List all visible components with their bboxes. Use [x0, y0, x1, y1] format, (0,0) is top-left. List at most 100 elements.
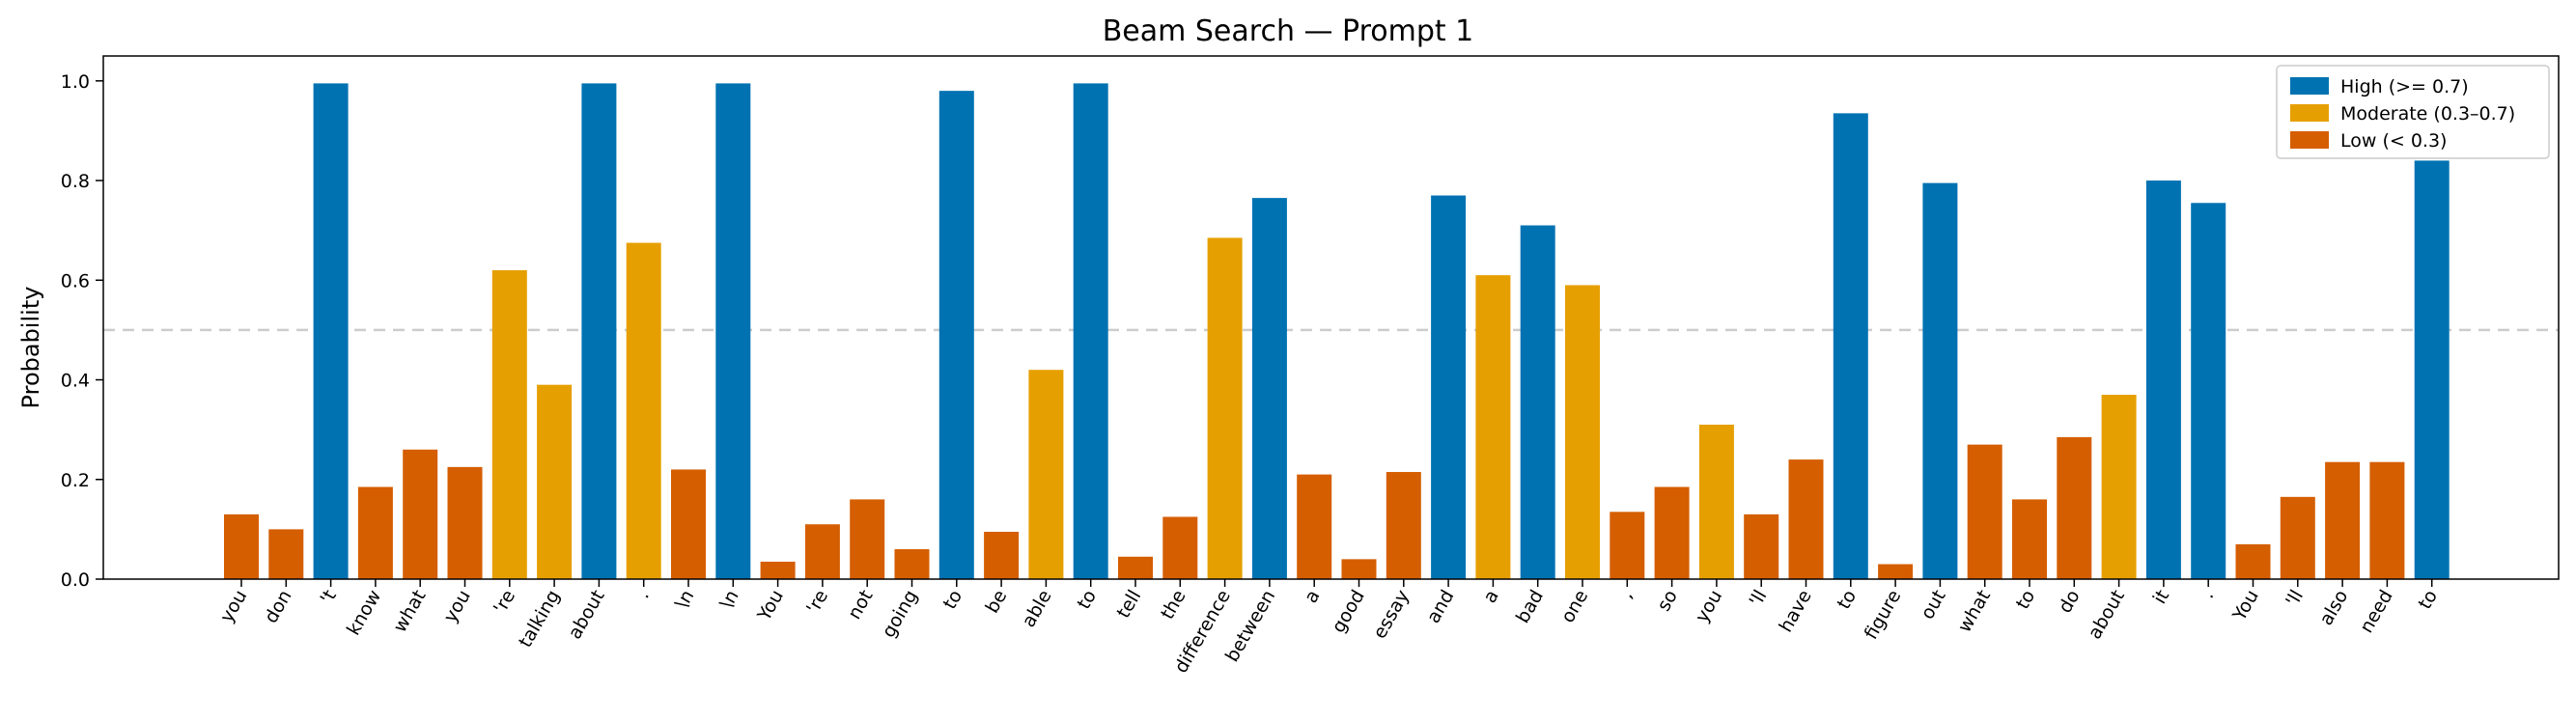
bars-group	[224, 83, 2450, 580]
bar	[1431, 195, 1467, 580]
bar	[224, 513, 259, 579]
bar	[2280, 496, 2315, 579]
chart-title: Beam Search — Prompt 1	[1103, 14, 1474, 48]
x-tick-label: do	[2055, 587, 2085, 618]
x-tick-label: to	[2414, 587, 2442, 614]
bar	[1565, 285, 1600, 579]
bar	[491, 269, 527, 579]
x-tick-label: need	[2356, 587, 2397, 637]
x-tick-label: bad	[1512, 587, 1548, 627]
x-tick-label: \n	[715, 587, 742, 613]
x-tick-label: what	[1954, 587, 1995, 636]
bar	[1207, 237, 1243, 579]
x-tick-label: and	[1423, 587, 1459, 627]
legend-swatch	[2290, 131, 2329, 149]
x-tick-label: you	[216, 587, 252, 626]
bar	[760, 561, 796, 579]
x-tick-label: be	[982, 587, 1012, 618]
x-tick-label: don	[261, 587, 296, 627]
bar	[581, 83, 617, 579]
x-tick-label: 'll	[2282, 587, 2308, 611]
bar	[268, 529, 304, 579]
bar	[850, 499, 885, 579]
legend-label: Moderate (0.3–0.7)	[2340, 103, 2515, 125]
legend-swatch	[2290, 77, 2329, 95]
x-tick-label: the	[1157, 587, 1190, 624]
bar	[1878, 564, 1914, 579]
x-tick-label: talking	[515, 587, 564, 652]
x-tick-label: one	[1557, 587, 1593, 627]
bar	[357, 486, 393, 579]
bar	[2369, 461, 2405, 579]
bar	[1118, 556, 1153, 579]
x-tick-label: about	[2084, 587, 2128, 643]
x-tick-label: able	[1018, 587, 1055, 631]
y-axis-ticks: 0.0 0.2 0.4 0.6 0.8 1.0	[61, 71, 103, 591]
x-tick-label: a	[1479, 587, 1503, 607]
y-tick-label: 0.0	[61, 569, 90, 591]
legend-label: High (>= 0.7)	[2340, 76, 2469, 97]
bar	[1833, 113, 1868, 579]
x-tick-label: .	[2197, 587, 2218, 602]
x-tick-label: tell	[1112, 587, 1145, 623]
bar	[2012, 499, 2047, 579]
y-tick-label: 1.0	[61, 71, 90, 93]
x-tick-label: to	[939, 587, 967, 614]
bar	[984, 531, 1020, 579]
x-tick-label: out	[1917, 587, 1950, 624]
bar	[715, 83, 751, 579]
bar	[2101, 395, 2137, 579]
x-tick-label: essay	[1369, 587, 1414, 643]
x-tick-label: good	[1328, 587, 1369, 637]
bar	[1162, 516, 1198, 579]
bar	[1475, 275, 1511, 579]
x-tick-label: 't	[317, 587, 341, 608]
x-tick-label: what	[389, 587, 430, 636]
bar	[2325, 461, 2361, 579]
x-tick-label: a	[1301, 587, 1325, 607]
bar	[1028, 370, 1064, 579]
bar	[894, 549, 930, 579]
bar	[1297, 474, 1332, 579]
bar	[1610, 512, 1645, 579]
bar	[938, 91, 974, 579]
bar	[1251, 198, 1287, 579]
bar	[626, 242, 661, 580]
x-tick-label: to	[1073, 587, 1101, 614]
bar	[671, 469, 706, 579]
bar	[2414, 160, 2450, 579]
bar	[2235, 543, 2271, 579]
legend-label: Low (< 0.3)	[2340, 130, 2447, 152]
bar	[1654, 486, 1690, 579]
bar	[447, 466, 483, 579]
bar	[804, 524, 840, 579]
bar	[1073, 83, 1108, 579]
x-tick-label: \n	[671, 587, 698, 613]
x-tick-label: figure	[1861, 587, 1906, 644]
bar	[1922, 182, 1958, 579]
y-tick-label: 0.6	[61, 270, 90, 291]
y-tick-label: 0.8	[61, 171, 90, 192]
legend-swatch	[2290, 104, 2329, 122]
y-tick-label: 0.4	[61, 371, 90, 392]
x-tick-label: ,	[1616, 587, 1638, 602]
x-tick-label: 're	[490, 587, 519, 618]
bar	[1788, 459, 1824, 579]
bar	[1967, 444, 2002, 579]
y-tick-label: 0.2	[61, 470, 90, 491]
bar	[2057, 436, 2092, 579]
bar	[1341, 559, 1377, 579]
legend-box	[2276, 65, 2550, 159]
x-tick-label: know	[343, 587, 385, 639]
x-tick-label: about	[564, 587, 608, 643]
bar	[1744, 513, 1779, 579]
x-tick-label: going	[878, 587, 922, 642]
x-tick-label: you	[439, 587, 475, 626]
x-tick-label: you	[1692, 587, 1727, 626]
plot-frame	[102, 55, 2560, 580]
x-tick-label: not	[844, 587, 878, 624]
bar	[313, 83, 349, 579]
bar	[403, 449, 438, 579]
